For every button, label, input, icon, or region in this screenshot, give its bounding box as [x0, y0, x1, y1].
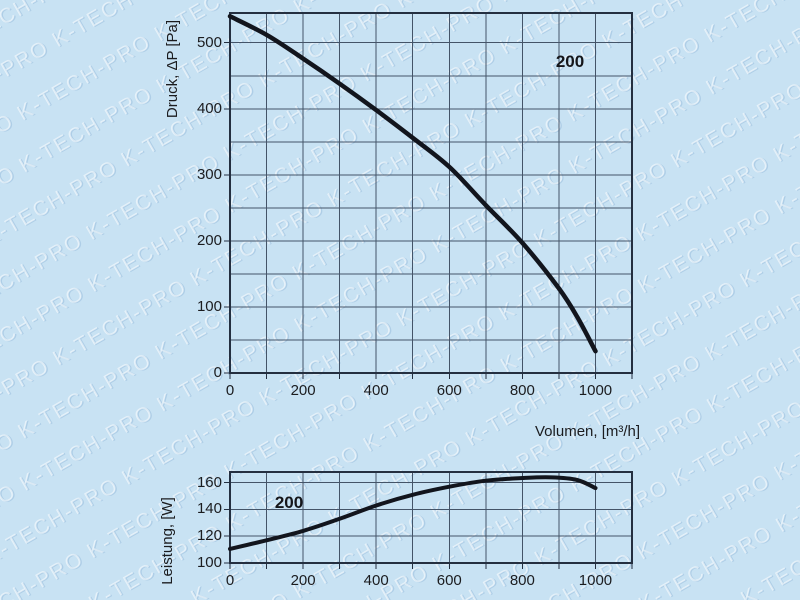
- pressure-curve-gridlines: [224, 13, 633, 379]
- power-curve-x-tick-label: 0: [225, 572, 235, 589]
- pressure-curve-x-tick-label: 200: [290, 382, 316, 399]
- power-curve-x-tick-label: 800: [509, 572, 535, 589]
- power-curve-line: [228, 475, 598, 551]
- power-curve-plot-frame: [229, 471, 633, 564]
- power-curve-y-tick-label: 140: [196, 500, 222, 518]
- pressure-curve-y-tick-label: 300: [196, 165, 222, 183]
- pressure-curve-x-tick-label: 1000: [578, 382, 613, 399]
- pressure-curve-x-tick-label: 800: [509, 382, 535, 399]
- pressure-curve-x-tick-label: 400: [363, 382, 389, 399]
- power-curve-x-tick-label: 600: [436, 572, 462, 589]
- volume-x-axis-label: Volumen, [m³/h]: [535, 423, 641, 440]
- power-curve-y-tick-label: 120: [196, 527, 222, 545]
- pressure-curve-plot-frame: [229, 12, 633, 374]
- power-curve-x-tick-label: 400: [363, 572, 389, 589]
- power-curve-x-tick-label: 1000: [578, 572, 613, 589]
- pressure-curve-y-tick-label: 400: [196, 99, 222, 117]
- pressure-curve-x-tick-label: 600: [436, 382, 462, 399]
- power-curve-y-tick-label: 100: [196, 554, 222, 571]
- pressure-curve-x-tick-label: 0: [225, 382, 235, 399]
- power-curve-x-tick-label: 200: [290, 572, 316, 589]
- pressure-curve-y-tick-label: 200: [196, 231, 222, 249]
- pressure-curve-y-tick-label: 100: [196, 297, 222, 315]
- power-curve-model-label: 200: [274, 493, 304, 512]
- pressure-curve-model-label: 200: [555, 52, 585, 71]
- pressure-curve-y-tick-label: 0: [213, 364, 222, 381]
- power-curve-gridlines: [224, 472, 633, 569]
- power-curve-y-tick-label: 160: [196, 473, 222, 491]
- pressure-curve-line: [227, 14, 598, 354]
- pressure-curve-y-tick-label: 500: [196, 33, 222, 51]
